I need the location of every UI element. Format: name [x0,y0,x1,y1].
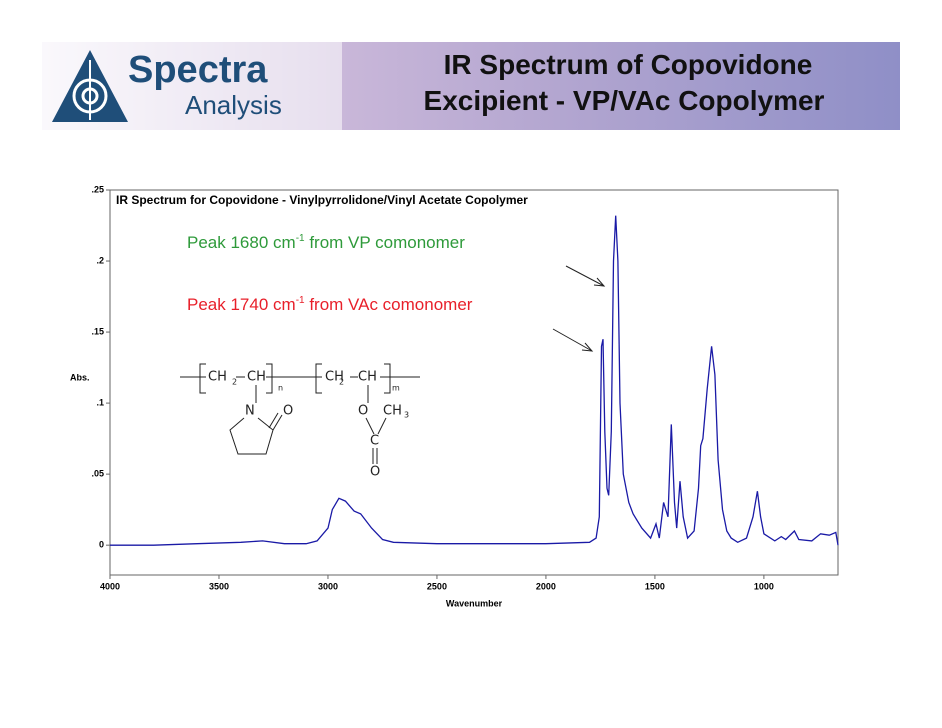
plot-frame [109,189,839,576]
annotation-text: Peak 1680 cm [187,233,296,252]
annotation: Peak 1680 cm-1 from VP comonomer [187,233,465,252]
x-tick-label: 2500 [427,581,447,591]
slide-title: IR Spectrum of Copovidone [444,49,813,80]
structure-label: CH [208,370,227,385]
structure-label: CH [325,370,344,385]
y-tick-label: .2 [96,255,104,265]
y-tick-label: .1 [96,397,104,407]
structure-label: CH [358,370,377,385]
y-axis-label: Abs. [70,372,90,382]
x-tick-label: 1000 [754,581,774,591]
structure-label: C [370,434,379,449]
structure-label: N [245,404,255,419]
structure-lines [180,363,420,464]
y-tick-label: .05 [91,469,104,479]
structure-label: O [370,465,380,480]
x-axis-label: Wavenumber [446,598,503,608]
logo-icon [52,50,128,122]
annotation-text: Peak 1740 cm [187,295,296,314]
annotation-rest: from VAc comonomer [305,295,473,314]
slide-title: Excipient - VP/VAc Copolymer [424,85,825,116]
arrows [552,265,606,352]
y-tick-label: 0 [99,540,104,550]
structure-label: 2 [232,378,237,387]
structure-label: n [278,384,283,393]
annotation-sup: -1 [296,295,305,306]
y-tick-label: .15 [91,326,104,336]
structure-label: CH [383,404,402,419]
logo-bottom: Analysis [185,90,282,120]
x-tick-label: 2000 [536,581,556,591]
structure-label: O [283,404,293,419]
chart-title: IR Spectrum for Copovidone - Vinylpyrrol… [116,193,528,207]
x-tick-label: 1500 [645,581,665,591]
structure-label: 3 [404,411,409,420]
spectrum-line [110,215,839,546]
logo-top: Spectra [128,49,268,91]
annotation-rest: from VP comonomer [305,233,466,252]
structure-label: m [392,384,400,393]
x-tick-label: 3000 [318,581,338,591]
x-tick-label: 4000 [100,581,120,591]
structure-label: CH [247,370,266,385]
x-tick-label: 3500 [209,581,229,591]
y-tick-label: .25 [91,184,104,194]
structure-label: 2 [339,378,344,387]
structure-label: O [358,404,368,419]
annotation-sup: -1 [296,233,305,244]
annotation: Peak 1740 cm-1 from VAc comonomer [187,295,473,314]
